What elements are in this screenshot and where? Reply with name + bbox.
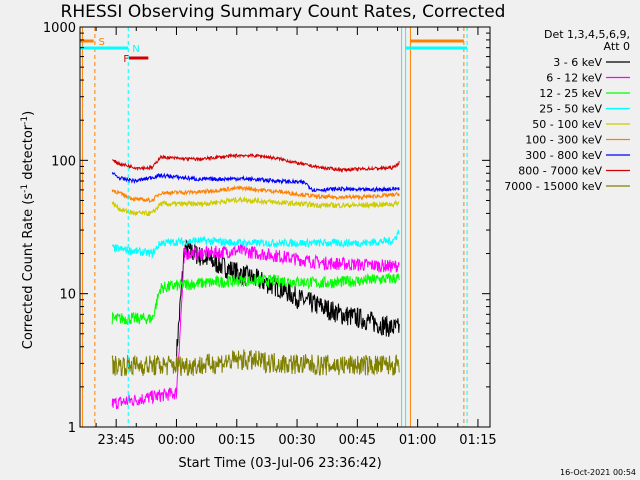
y-axis-label-part-0: Corrected Count Rate (s: [21, 193, 36, 350]
legend-label-7: 800 - 7000 keV: [518, 165, 602, 178]
plot-area: [111, 152, 400, 409]
series-line-0: [176, 239, 400, 366]
x-tick-label: 00:15: [218, 433, 255, 448]
y-tick-label: 10: [59, 288, 76, 303]
y-tick-label: 1: [68, 421, 76, 436]
series-line-1: [111, 243, 400, 409]
annotations: S NF: [80, 27, 468, 427]
axes: 23:45 00:00 00:15 00:30 00:45 01:00 01:15 1 10 10…: [43, 21, 497, 448]
plot-frame: [79, 26, 491, 428]
series-line-8: [111, 349, 400, 377]
legend-label-3: 25 - 50 keV: [539, 103, 602, 116]
legend: Det 1,3,4,5,6,9, Att 0 3 - 6 keV 6 - 12 k…: [504, 28, 630, 193]
y-axis-label-part-3: -1: [20, 116, 30, 125]
legend-header-line-2: Att 0: [604, 40, 630, 53]
series-line-7: [111, 152, 400, 174]
y-axis-label-part-4: ): [21, 111, 36, 116]
x-tick-label: 00:30: [278, 433, 315, 448]
y-tick-label: 100: [51, 154, 76, 169]
x-tick-label: 23:45: [97, 433, 134, 448]
y-axis-label-part-2: detector: [21, 124, 36, 184]
legend-label-6: 300 - 800 keV: [525, 149, 602, 162]
legend-label-0: 3 - 6 keV: [553, 56, 602, 69]
legend-label-1: 6 - 12 keV: [546, 72, 602, 85]
legend-label-2: 12 - 25 keV: [539, 87, 602, 100]
legend-label-8: 7000 - 15000 keV: [504, 180, 602, 193]
y-axis-label-part-1: -1: [20, 184, 30, 193]
y-axis-label: Corrected Count Rate (s-1 detector-1): [20, 111, 36, 349]
x-axis-label: Start Time (03-Jul-06 23:36:42): [178, 456, 381, 471]
legend-label-4: 50 - 100 keV: [532, 118, 602, 131]
timestamp: 16-Oct-2021 00:54: [560, 468, 636, 477]
legend-header-line-1: Det 1,3,4,5,6,9,: [544, 28, 630, 41]
legend-label-5: 100 - 300 keV: [525, 134, 602, 147]
y-tick-label: 1000: [43, 21, 76, 36]
annotation-label-s: S: [98, 37, 104, 48]
x-tick-label: 00:00: [158, 433, 195, 448]
x-tick-label: 01:15: [459, 433, 496, 448]
series-line-5: [111, 184, 400, 204]
annotation-label-n: N: [132, 44, 139, 55]
annotation-label-f: F: [123, 54, 129, 65]
series-line-6: [111, 171, 400, 194]
series-line-4: [111, 196, 400, 217]
series-line-3: [111, 229, 400, 260]
series-line-2: [111, 271, 400, 326]
x-tick-label: 00:45: [339, 433, 376, 448]
x-tick-label: 01:00: [399, 433, 436, 448]
chart-title: RHESSI Observing Summary Count Rates, Co…: [61, 2, 506, 22]
